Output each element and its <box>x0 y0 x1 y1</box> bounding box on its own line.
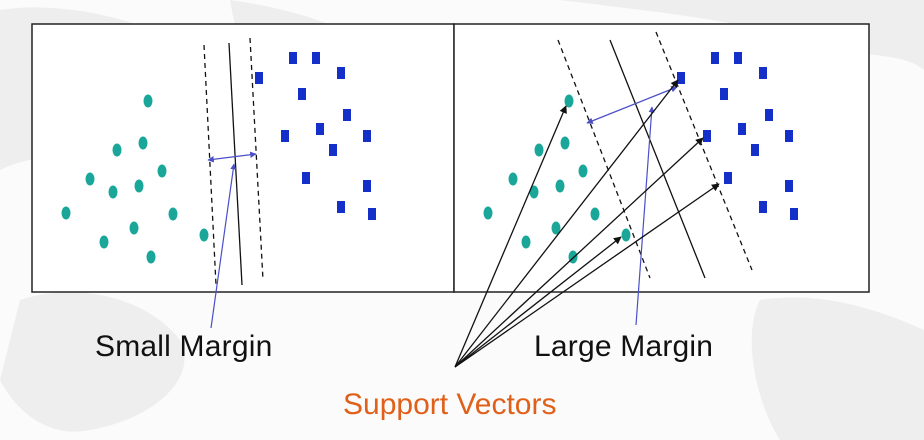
margin-callout-line <box>210 163 237 329</box>
square-point <box>298 88 306 100</box>
square-point <box>337 67 345 79</box>
circle-point <box>146 250 156 264</box>
panel-frame <box>453 23 870 293</box>
small-margin-label: Small Margin <box>95 330 273 363</box>
square-point <box>738 123 746 135</box>
support-vector-arrows <box>454 79 720 368</box>
circle-point <box>534 143 544 157</box>
circle-point <box>108 185 118 199</box>
circle-point <box>621 228 631 242</box>
circle-point <box>551 221 561 235</box>
square-point <box>785 130 793 142</box>
square-point <box>711 52 719 64</box>
square-point <box>677 72 685 84</box>
margin-width-arrow <box>207 151 257 163</box>
margin-boundary-left <box>557 39 651 279</box>
circle-point <box>61 206 71 220</box>
margin-callout-line <box>635 106 655 326</box>
square-point <box>759 67 767 79</box>
margin-boundary-left <box>203 44 217 286</box>
circle-point <box>199 228 209 242</box>
circle-point <box>143 94 153 108</box>
square-point <box>368 208 376 220</box>
margin-width-arrow <box>586 86 678 124</box>
square-point <box>255 72 263 84</box>
circle-point <box>590 207 600 221</box>
circle-point <box>85 172 95 186</box>
circle-point <box>168 207 178 221</box>
square-point <box>363 180 371 192</box>
square-point <box>759 201 767 213</box>
circle-point <box>99 235 109 249</box>
support-vector-arrow <box>454 183 720 368</box>
circle-point <box>578 164 588 178</box>
small-margin-panel <box>31 23 455 329</box>
square-point <box>329 144 337 156</box>
square-point <box>363 130 371 142</box>
square-class-points <box>255 52 376 220</box>
support-vector-arrow <box>454 79 679 368</box>
circle-point <box>134 179 144 193</box>
square-point <box>765 109 773 121</box>
square-point <box>751 144 759 156</box>
circle-point <box>521 235 531 249</box>
square-point <box>312 52 320 64</box>
support-vector-arrow <box>454 105 567 368</box>
circle-point <box>483 206 493 220</box>
circle-point <box>138 136 148 150</box>
square-class-points <box>677 52 798 220</box>
square-point <box>734 52 742 64</box>
circle-point <box>564 94 574 108</box>
square-point <box>337 201 345 213</box>
square-point <box>302 172 310 184</box>
square-point <box>316 123 324 135</box>
circle-point <box>112 143 122 157</box>
square-point <box>724 172 732 184</box>
circle-point <box>529 185 539 199</box>
circle-class-points <box>483 94 631 264</box>
circle-point <box>157 164 167 178</box>
circle-point <box>555 179 565 193</box>
margin-boundary-right <box>655 31 753 271</box>
circle-point <box>508 172 518 186</box>
square-point <box>289 52 297 64</box>
square-point <box>281 130 289 142</box>
circle-point <box>129 221 139 235</box>
square-point <box>720 88 728 100</box>
support-vector-arrow <box>454 137 704 368</box>
large-margin-label: Large Margin <box>534 330 714 363</box>
decision-boundary <box>609 39 706 279</box>
large-margin-panel <box>453 23 870 368</box>
panel-frame <box>31 23 455 293</box>
support-vector-arrow <box>454 236 622 368</box>
circle-class-points <box>61 94 209 264</box>
square-point <box>343 109 351 121</box>
circle-point <box>560 136 570 150</box>
square-point <box>790 208 798 220</box>
square-point <box>785 180 793 192</box>
support-vectors-label: Support Vectors <box>343 388 557 421</box>
square-point <box>703 130 711 142</box>
